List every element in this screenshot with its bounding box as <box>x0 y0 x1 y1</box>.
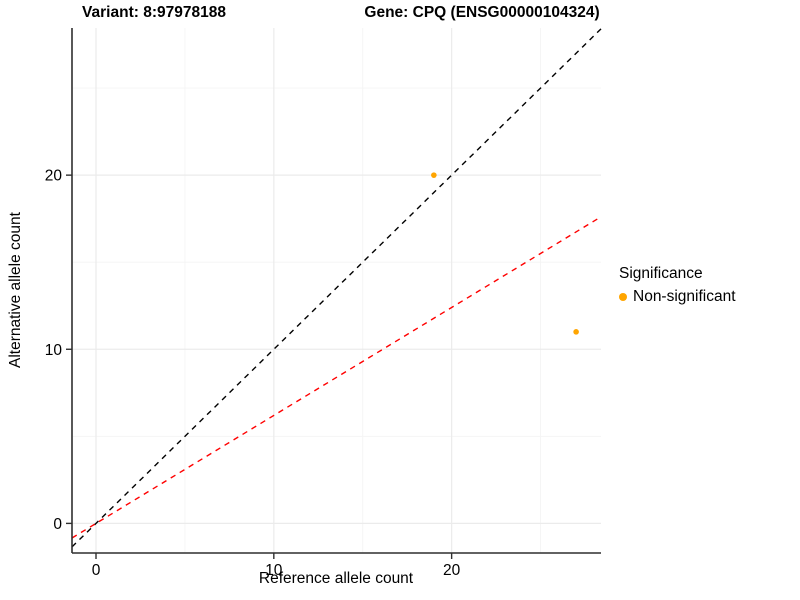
legend-title: Significance <box>619 265 703 282</box>
identity-line <box>71 28 602 548</box>
x-tick-label: 10 <box>265 562 283 579</box>
data-point <box>431 172 437 178</box>
y-tick-label: 10 <box>45 342 63 359</box>
y-axis-title: Alternative allele count <box>7 212 24 368</box>
data-point <box>573 329 579 335</box>
y-tick-label: 20 <box>45 168 63 185</box>
legend-item-non-significant: Non-significant <box>619 288 736 306</box>
legend: Significance Non-significant <box>619 265 736 306</box>
expected-ratio-line <box>71 216 602 539</box>
x-tick-label: 0 <box>92 562 101 579</box>
y-tick-label: 0 <box>53 516 62 533</box>
variant-title: Variant: 8:97978188 <box>82 4 226 21</box>
gene-title: Gene: CPQ (ENSG00000104324) <box>364 4 600 21</box>
point-icon <box>619 293 627 301</box>
x-axis-title: Reference allele count <box>258 570 414 587</box>
legend-item-label: Non-significant <box>633 288 736 305</box>
x-tick-label: 20 <box>443 562 461 579</box>
